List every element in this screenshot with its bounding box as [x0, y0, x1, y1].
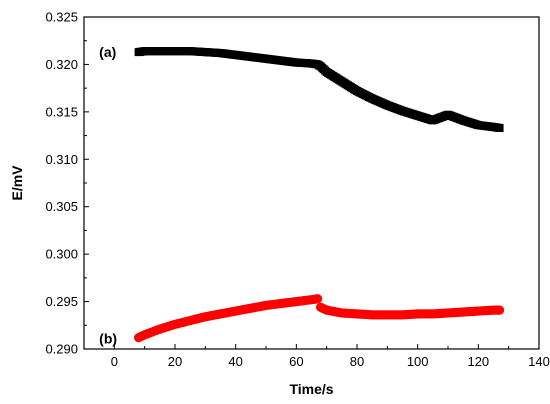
data-point	[312, 294, 323, 304]
x-tick-label: 100	[407, 354, 429, 369]
data-point	[494, 305, 505, 315]
y-tick-label: 0.325	[45, 10, 78, 25]
y-tick-label: 0.315	[45, 104, 78, 119]
y-tick-label: 0.320	[45, 57, 78, 72]
series-b	[134, 294, 505, 343]
y-tick-label: 0.290	[45, 342, 78, 357]
y-tick-label: 0.310	[45, 152, 78, 167]
x-tick-label: 120	[467, 354, 489, 369]
series-a	[134, 47, 504, 132]
y-tick-label: 0.295	[45, 294, 78, 309]
y-tick-label: 0.305	[45, 199, 78, 214]
x-tick-label: 140	[528, 354, 550, 369]
y-tick-label: 0.300	[45, 247, 78, 262]
x-tick-label: 20	[168, 354, 182, 369]
x-tick-label: 0	[111, 354, 118, 369]
x-tick-label: 40	[228, 354, 242, 369]
x-tick-label: 60	[289, 354, 303, 369]
series-label-a: (a)	[99, 44, 116, 60]
data-point	[495, 123, 504, 132]
y-axis-label: E/mV	[9, 165, 25, 201]
x-tick-label: 80	[350, 354, 364, 369]
series-label-b: (b)	[99, 331, 117, 347]
x-axis-label: Time/s	[289, 381, 333, 397]
